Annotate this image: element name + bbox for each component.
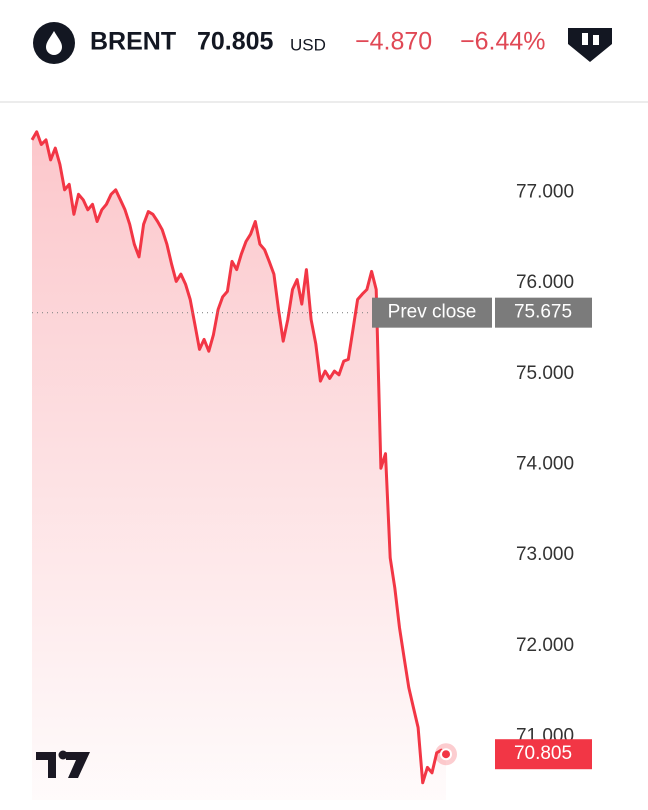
y-tick-label: 72.000 — [516, 635, 574, 656]
prev-close-value: 75.675 — [514, 302, 572, 323]
last-price-box — [495, 739, 592, 770]
market-icon — [568, 28, 612, 62]
area — [32, 131, 446, 801]
candle-icon — [593, 35, 599, 45]
prev-close-tag — [372, 297, 492, 328]
last-price-label: 70.805 — [514, 743, 572, 764]
y-tick-label: 76.000 — [516, 272, 574, 293]
y-tick-label: 75.000 — [516, 363, 574, 384]
prev-close-label: Prev close — [388, 302, 477, 323]
candle-icon — [582, 33, 588, 45]
symbol: BRENT — [90, 28, 176, 56]
prev-close-value-box — [495, 297, 592, 328]
y-tick-label: 73.000 — [516, 544, 574, 565]
change: −4.870 — [355, 28, 432, 56]
y-tick-label: 77.000 — [516, 182, 574, 203]
last-point — [440, 748, 452, 761]
currency: USD — [290, 35, 326, 54]
change-percent: −6.44% — [460, 28, 546, 56]
y-tick-label: 74.000 — [516, 454, 574, 475]
drop-icon — [46, 31, 62, 55]
price: 70.805 — [197, 28, 274, 56]
